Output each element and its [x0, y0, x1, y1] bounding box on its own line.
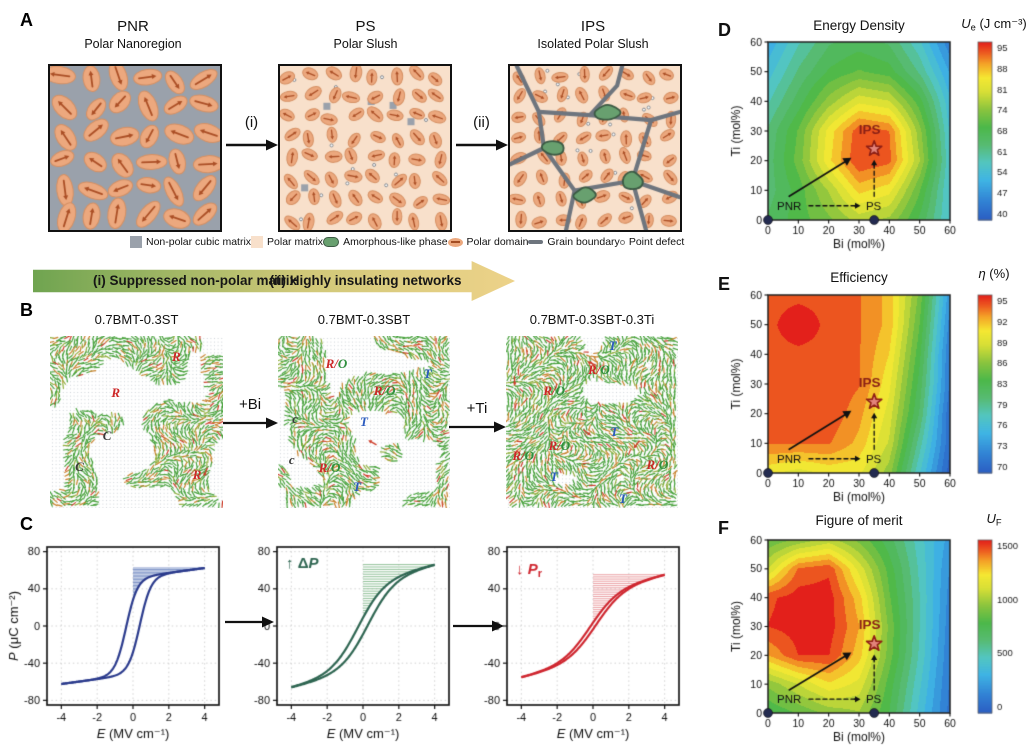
legend-label: Polar matrix	[267, 236, 324, 248]
energy-density-heatmap	[725, 36, 1035, 266]
non-polar-matrix-swatch-icon	[130, 236, 142, 248]
map3-title: 0.7BMT-0.3SBT-0.3Ti	[529, 312, 655, 327]
grain-boundary-swatch-icon	[528, 240, 544, 244]
pnr-abbr: PNR	[117, 18, 149, 35]
legend-item-grain-boundary: Grain boundary	[528, 236, 620, 248]
add-ti-label: +Ti	[466, 400, 488, 417]
polarization-map-1	[50, 336, 223, 508]
efficiency-heatmap	[725, 289, 1035, 509]
text-part: U	[986, 511, 996, 526]
pe-loop-chart-2	[230, 537, 456, 745]
polarization-map-3	[506, 336, 678, 508]
map2-title: 0.7BMT-0.3SBT	[317, 312, 411, 327]
legend-label: Amorphous-like phase	[343, 236, 448, 248]
pnr-name: Polar Nanoregion	[84, 36, 182, 51]
panel-f-label: F	[718, 518, 729, 538]
panel-d-label: D	[718, 20, 731, 40]
step-ii-label: (ii)	[473, 114, 490, 131]
figure-of-merit-heatmap	[725, 534, 1035, 748]
legend-label: Polar domain	[466, 236, 529, 248]
text-part: U	[961, 16, 971, 31]
banner-step-i-text: (i) Suppressed non-polar matrix	[92, 273, 298, 288]
point-defect-swatch-icon	[619, 239, 625, 245]
step-i-label: (i)	[244, 114, 259, 131]
panel-a-legend: Non-polar cubic matrix Polar matrix Amor…	[130, 236, 684, 248]
eta-colorbar-title: η (%)	[953, 266, 1035, 281]
legend-item-amorphous-phase: Amorphous-like phase	[323, 236, 448, 248]
legend-item-non-polar-cubic-matrix: Non-polar cubic matrix	[130, 236, 251, 248]
energy-density-title: Energy Density	[813, 18, 905, 33]
uf-colorbar-title: UF	[953, 511, 1035, 527]
text-part: η	[978, 266, 986, 281]
amorphous-phase-swatch-icon	[323, 237, 340, 247]
ue-colorbar-title: Ue (J cm⁻³)	[953, 16, 1035, 32]
right-arrow-icon	[456, 139, 508, 151]
right-arrow-icon	[223, 417, 278, 429]
right-arrow-icon	[225, 616, 274, 628]
ips-diagram	[508, 64, 682, 232]
legend-item-point-defect: Point defect	[619, 236, 685, 248]
right-arrow-icon	[453, 620, 504, 632]
panel-b-label: B	[20, 300, 33, 320]
legend-item-polar-matrix: Polar matrix	[251, 236, 323, 248]
ps-name: Polar Slush	[333, 36, 398, 51]
text-part: F	[995, 517, 1002, 528]
right-arrow-icon	[449, 421, 506, 433]
panel-c-label: C	[20, 514, 33, 534]
text-part: (J cm⁻³)	[975, 16, 1027, 31]
pnr-title: PNR Polar Nanoregion	[48, 18, 218, 52]
map1-title: 0.7BMT-0.3ST	[94, 312, 179, 327]
polar-domain-swatch-icon	[447, 237, 463, 247]
ips-name: Isolated Polar Slush	[537, 36, 649, 51]
banner-step-ii-text: (ii) Highly insulating networks	[269, 273, 462, 288]
polar-matrix-swatch-icon	[251, 236, 264, 248]
figure-of-merit-title: Figure of merit	[815, 513, 903, 528]
text-part: e	[970, 22, 976, 33]
pe-loop-chart-3	[460, 537, 686, 745]
right-arrow-icon	[226, 139, 278, 151]
efficiency-title: Efficiency	[830, 270, 888, 285]
pe-loop-chart-1	[0, 537, 246, 745]
text-part: (%)	[985, 266, 1010, 281]
legend-label: Grain boundary	[547, 236, 620, 248]
add-bi-label: +Bi	[238, 396, 262, 413]
legend-item-polar-domain: Polar domain	[447, 236, 529, 248]
ps-abbr: PS	[355, 18, 376, 35]
ips-abbr: IPS	[580, 18, 606, 35]
legend-label: Non-polar cubic matrix	[146, 236, 252, 248]
panel-a-label: A	[20, 10, 33, 30]
pnr-diagram	[48, 64, 222, 232]
ps-diagram	[278, 64, 452, 232]
process-banner: (i) Suppressed non-polar matrix (ii) Hig…	[33, 261, 515, 301]
ips-title: IPS Isolated Polar Slush	[508, 18, 678, 52]
polarization-map-2	[278, 336, 450, 508]
legend-label: Point defect	[628, 236, 685, 248]
ps-title: PS Polar Slush	[278, 18, 453, 52]
